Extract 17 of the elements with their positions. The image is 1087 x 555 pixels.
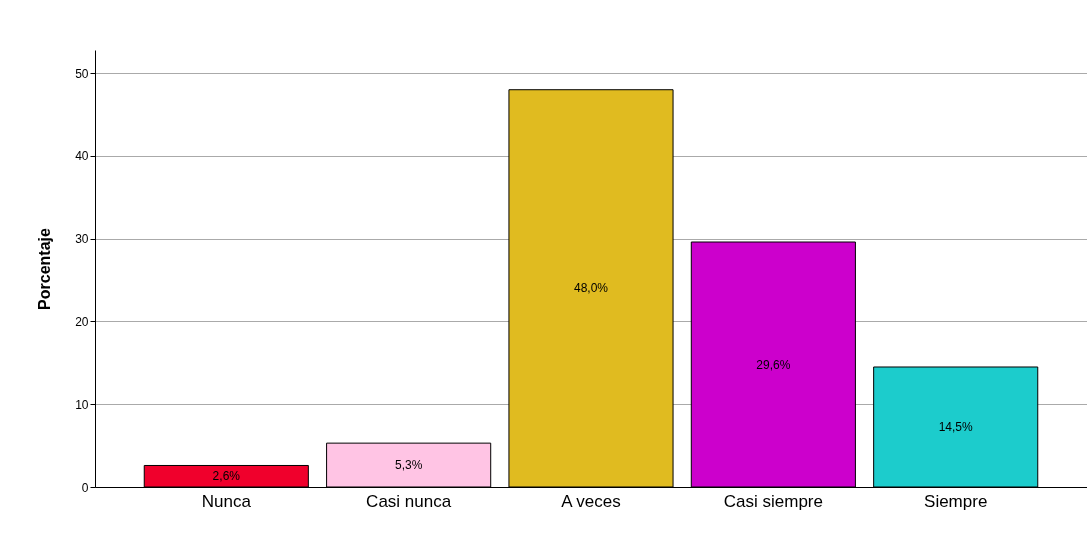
x-tick-label: Casi siempre: [723, 491, 823, 511]
y-tick-label: 10: [75, 397, 89, 412]
data-label: 48,0%: [573, 281, 609, 296]
data-label: 5,3%: [394, 458, 423, 473]
x-tick-label: Casi nunca: [366, 491, 452, 511]
data-label: 29,6%: [756, 357, 791, 372]
x-tick-label: Nunca: [201, 491, 252, 511]
data-label: 2,6%: [212, 469, 241, 484]
y-tick-label: 30: [75, 232, 89, 247]
data-label: 14,5%: [938, 420, 974, 434]
y-tick-label: 50: [75, 66, 89, 81]
x-tick-label: A veces: [561, 491, 621, 511]
x-tick-label: Siempre: [924, 491, 988, 511]
y-tick-label: 20: [75, 314, 89, 329]
y-tick-label: 40: [75, 149, 89, 164]
y-axis-title: Porcentaje: [36, 227, 54, 310]
y-tick-label: 0: [81, 480, 89, 495]
